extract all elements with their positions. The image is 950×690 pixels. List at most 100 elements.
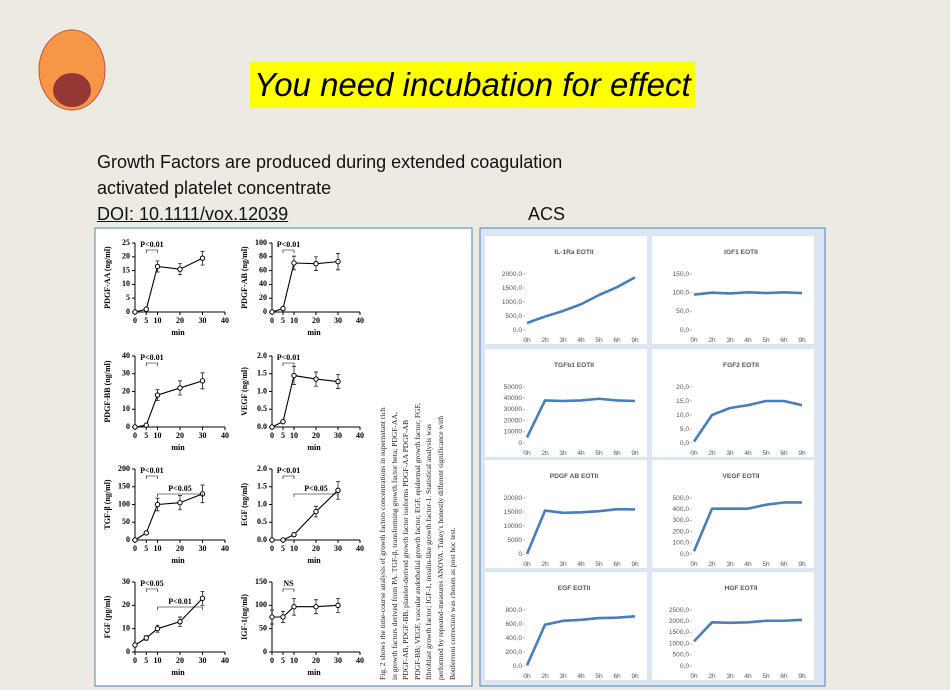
data-point <box>143 306 149 312</box>
x-tick-label: 5 <box>281 656 285 665</box>
y-tick-label: 150 <box>255 577 267 586</box>
y-axis-label: IGF-1(ng/ml) <box>240 594 249 640</box>
chart-panel <box>485 349 647 457</box>
chart-title: PDGF AB EOTII <box>550 473 599 480</box>
x-tick-label: 40 <box>356 656 364 665</box>
x-tick-label: 2h <box>708 673 716 680</box>
significance-label: P<0.01 <box>277 466 300 475</box>
data-line <box>525 615 636 666</box>
x-tick-label: 0 <box>270 316 274 325</box>
significance-label: P<0.05 <box>304 484 327 493</box>
x-tick-label: 5 <box>281 544 285 553</box>
y-tick-label: 30 <box>122 369 130 378</box>
data-point <box>143 422 149 428</box>
data-point <box>313 376 319 382</box>
x-tick-label: 6h <box>780 337 788 344</box>
x-tick-label: 20 <box>312 316 320 325</box>
significance-label: P<0.01 <box>140 466 163 475</box>
y-tick-label: 2500,0 <box>669 607 690 614</box>
data-point <box>335 487 341 493</box>
data-point <box>313 261 319 267</box>
y-tick-label: 20 <box>122 252 130 261</box>
x-tick-label: 30 <box>334 544 342 553</box>
acs-label: ACS <box>528 204 566 224</box>
x-tick-label: 5 <box>281 316 285 325</box>
body-line: Growth Factors are produced during exten… <box>97 152 563 172</box>
x-tick-label: 9h <box>631 450 639 457</box>
data-line <box>693 618 803 643</box>
figure-caption: Fig. 2 shows the time-course analysis of… <box>378 402 457 680</box>
x-tick-label: 40 <box>221 431 229 440</box>
x-tick-label: 30 <box>334 656 342 665</box>
y-tick-label: 100 <box>255 238 267 247</box>
x-tick-label: 3h <box>726 337 734 344</box>
x-axis-label: min <box>307 443 321 452</box>
x-tick-label: 9h <box>798 337 806 344</box>
y-tick-label: 10,0 <box>676 412 689 419</box>
x-tick-label: 0h <box>523 673 531 680</box>
y-tick-label: 0 <box>518 551 522 558</box>
x-tick-label: 4h <box>577 673 585 680</box>
y-tick-label: 40000 <box>504 395 523 402</box>
x-tick-label: 4h <box>744 673 752 680</box>
x-tick-label: 3h <box>726 450 734 457</box>
x-tick-label: 30 <box>199 431 207 440</box>
y-tick-label: 1000,0 <box>502 299 523 306</box>
x-tick-label: 6h <box>780 450 788 457</box>
y-tick-label: 0 <box>263 647 267 656</box>
data-line <box>692 399 803 443</box>
y-tick-label: 0.0 <box>257 535 267 544</box>
x-tick-label: 10 <box>290 544 298 553</box>
y-tick-label: 100,0 <box>672 540 689 547</box>
x-axis-label: min <box>171 328 185 337</box>
x-axis-label: min <box>307 328 321 337</box>
y-tick-label: 5 <box>126 293 130 302</box>
y-tick-label: 0 <box>126 535 130 544</box>
data-point <box>199 595 206 602</box>
y-tick-label: 30000 <box>504 406 523 413</box>
data-point <box>177 385 183 391</box>
x-tick-label: 0 <box>133 656 137 665</box>
y-tick-label: 40 <box>122 351 130 360</box>
x-tick-label: 20 <box>176 316 184 325</box>
x-tick-label: 4h <box>744 337 752 344</box>
x-tick-label: 6h <box>613 337 621 344</box>
data-point <box>269 309 275 315</box>
x-tick-label: 4h <box>744 561 752 568</box>
significance-bracket <box>145 475 158 479</box>
x-tick-label: 40 <box>356 316 364 325</box>
x-tick-label: 0h <box>523 450 531 457</box>
x-tick-label: 20 <box>312 431 320 440</box>
data-line <box>525 507 636 555</box>
significance-bracket <box>145 588 158 592</box>
y-tick-label: 150,0 <box>672 271 689 278</box>
x-tick-label: 5 <box>144 431 148 440</box>
x-tick-label: 10 <box>154 656 162 665</box>
x-tick-label: 10 <box>290 316 298 325</box>
chart-panel <box>652 236 814 344</box>
x-tick-label: 20 <box>176 544 184 553</box>
x-tick-label: 5h <box>762 450 770 457</box>
significance-label: P<0.01 <box>277 240 300 249</box>
x-axis-label: min <box>307 556 321 565</box>
chart-title: TGFb1 EOTII <box>554 362 594 369</box>
y-tick-label: 0,0 <box>680 440 689 447</box>
y-tick-label: 30 <box>122 577 130 586</box>
y-tick-label: 20 <box>259 293 267 302</box>
y-tick-label: 2000,0 <box>669 618 690 625</box>
x-tick-label: 10 <box>290 656 298 665</box>
data-point <box>280 614 286 620</box>
y-tick-label: 20000 <box>504 417 523 424</box>
x-tick-label: 30 <box>199 656 207 665</box>
significance-bracket <box>293 493 339 497</box>
significance-label: NS <box>283 579 294 588</box>
y-tick-label: 800,0 <box>505 607 522 614</box>
x-tick-label: 40 <box>356 431 364 440</box>
y-tick-label: 40 <box>259 279 267 288</box>
y-tick-label: 1.5 <box>257 369 267 378</box>
x-tick-label: 4h <box>577 561 585 568</box>
chart-title: HGF EOTII <box>725 585 758 592</box>
significance-bracket <box>157 493 203 497</box>
